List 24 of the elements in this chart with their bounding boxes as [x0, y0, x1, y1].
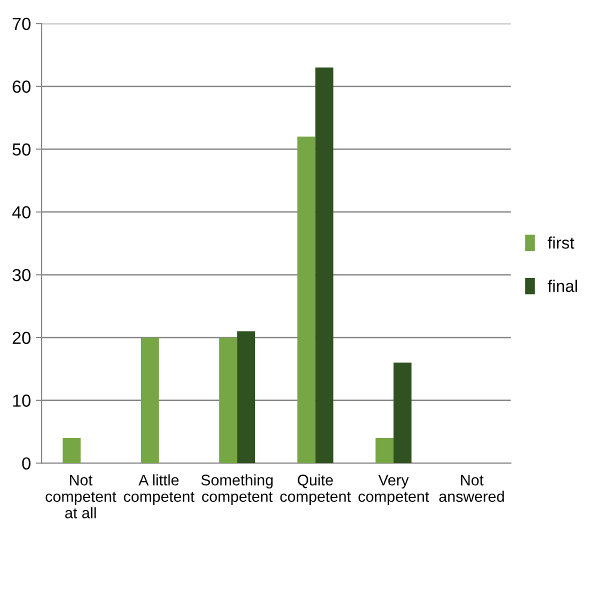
- bar: [219, 338, 238, 464]
- bar: [376, 438, 394, 464]
- bar: [237, 331, 256, 464]
- x-tick-label: Not competent at all: [46, 474, 116, 518]
- y-tick-label: 0: [22, 457, 30, 470]
- bar: [297, 136, 316, 464]
- x-tick-label: Something competent: [201, 474, 273, 505]
- bar: [62, 438, 81, 464]
- bar: [394, 362, 412, 464]
- y-tick-label: 60: [12, 80, 30, 93]
- y-tick-label: 30: [12, 268, 30, 282]
- y-tick-label: 20: [12, 332, 30, 344]
- x-tick-label: A little competent: [124, 474, 194, 505]
- legend-label: first: [548, 236, 574, 249]
- y-tick-label: 40: [12, 206, 30, 218]
- legend-label: final: [548, 280, 577, 292]
- x-tick-label: Quite competent: [280, 474, 351, 505]
- y-tick-label: 70: [12, 18, 30, 30]
- bar: [315, 68, 334, 464]
- x-tick-label: Very competent: [358, 474, 430, 505]
- y-tick-label: 50: [12, 143, 30, 156]
- x-tick-label: Not answered: [439, 474, 504, 502]
- bar: [140, 338, 159, 464]
- y-tick-label: 10: [13, 394, 30, 407]
